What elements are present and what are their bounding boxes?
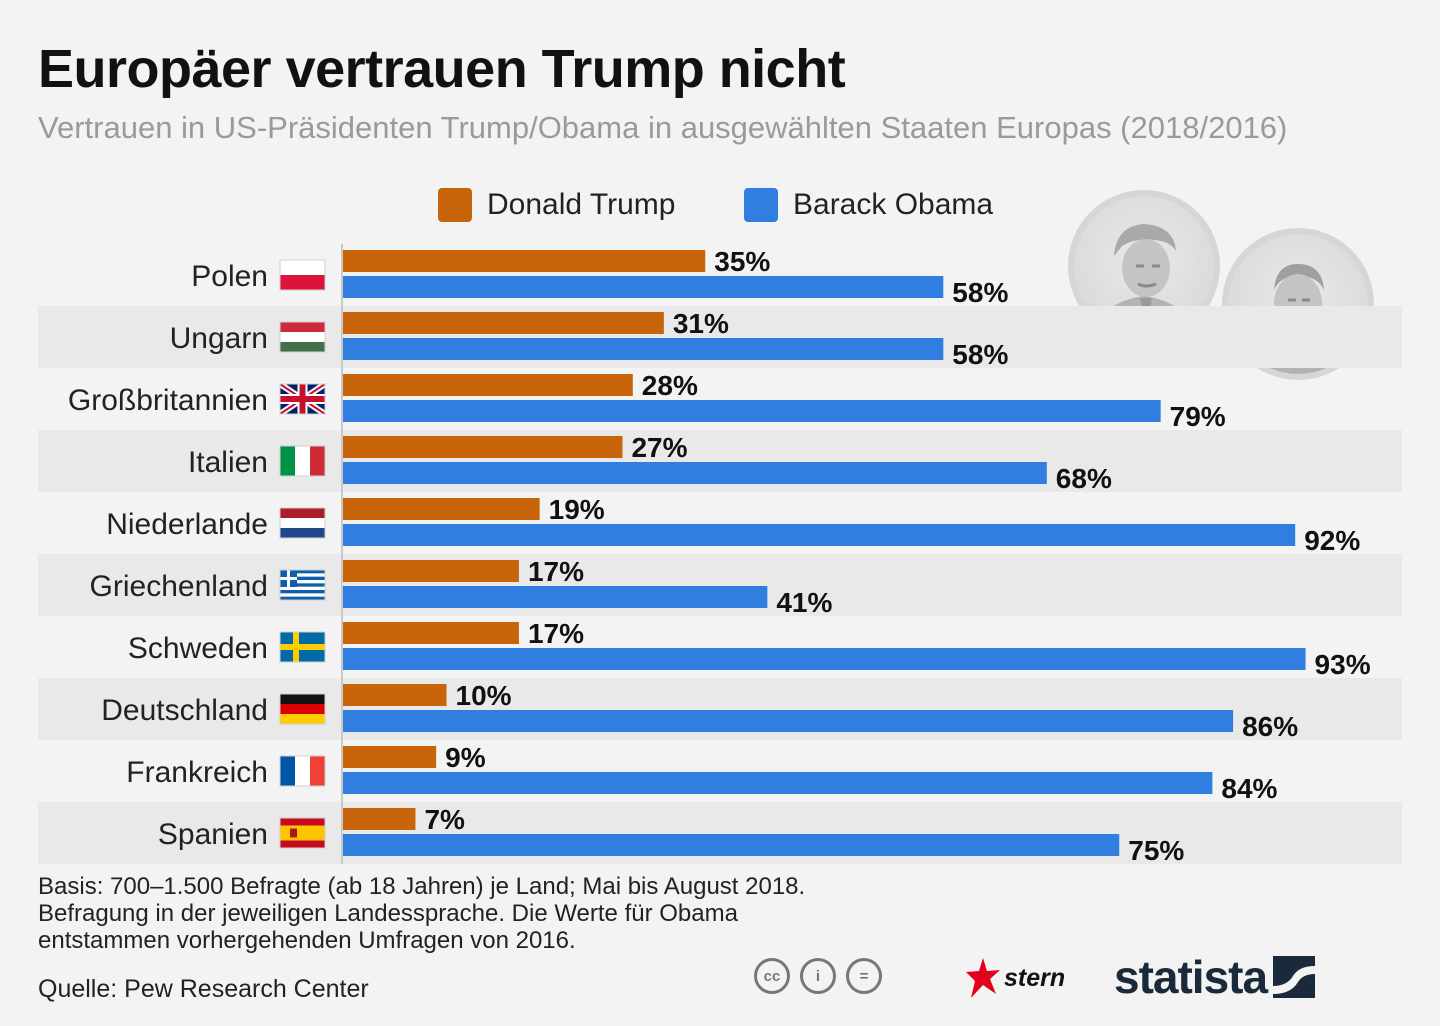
value-label-trump: 27%: [631, 432, 687, 463]
bar-obama: [343, 524, 1296, 546]
country-label: Griechenland: [90, 570, 268, 603]
value-label-trump: 17%: [528, 556, 584, 587]
value-label-trump: 9%: [445, 742, 486, 773]
bar-trump: [343, 374, 633, 396]
bar-obama: [343, 710, 1234, 732]
stern-logo-text: stern: [1004, 963, 1066, 992]
bar-obama: [343, 400, 1161, 422]
legend: Donald Trump Barack Obama: [0, 188, 1440, 232]
flag-poland-icon: [279, 259, 326, 291]
value-label-trump: 28%: [642, 370, 698, 401]
bar-obama: [343, 338, 944, 360]
country-label: Niederlande: [106, 508, 268, 541]
value-label-obama: 79%: [1170, 401, 1226, 432]
stern-star-icon: [966, 958, 1000, 998]
value-label-obama: 93%: [1315, 649, 1371, 680]
bar-obama: [343, 772, 1213, 794]
bar-trump: [343, 312, 664, 334]
chart-title: Europäer vertrauen Trump nicht: [38, 39, 846, 99]
bar-obama: [343, 586, 768, 608]
flag-greece-icon: [279, 569, 326, 601]
value-label-obama: 68%: [1056, 463, 1112, 494]
bar-trump: [343, 560, 519, 582]
country-label: Ungarn: [170, 322, 268, 355]
bar-obama: [343, 276, 944, 298]
value-label-obama: 84%: [1221, 773, 1277, 804]
bar-trump: [343, 498, 540, 520]
country-label: Italien: [188, 446, 268, 479]
value-label-obama: 75%: [1128, 835, 1184, 866]
bar-obama: [343, 648, 1306, 670]
value-label-trump: 19%: [549, 494, 605, 525]
footnote-line: entstammen vorhergehenden Umfragen von 2…: [38, 927, 576, 954]
country-label: Polen: [191, 260, 268, 293]
bar-trump: [343, 808, 416, 830]
value-label-obama: 86%: [1242, 711, 1298, 742]
bar-obama: [343, 462, 1047, 484]
value-label-obama: 92%: [1304, 525, 1360, 556]
value-label-obama: 41%: [776, 587, 832, 618]
bar-trump: [343, 746, 437, 768]
flag-germany-icon: [279, 693, 326, 725]
footnote-line: Befragung in der jeweiligen Landessprach…: [38, 900, 738, 927]
country-label: Deutschland: [101, 694, 268, 727]
flag-france-icon: [279, 755, 326, 787]
country-label: Großbritannien: [68, 384, 268, 417]
flag-sweden-icon: [279, 631, 326, 663]
chart-subtitle: Vertrauen in US-Präsidenten Trump/Obama …: [38, 110, 1288, 145]
stern-logo[interactable]: stern: [966, 958, 1065, 998]
cc-icon[interactable]: cc: [754, 958, 790, 994]
nd-icon[interactable]: =: [846, 958, 882, 994]
value-label-obama: 58%: [952, 277, 1008, 308]
value-label-obama: 58%: [952, 339, 1008, 370]
country-label: Frankreich: [126, 756, 268, 789]
value-label-trump: 35%: [714, 246, 770, 277]
legend-label-obama: Barack Obama: [793, 188, 994, 221]
statista-logo[interactable]: statista: [1114, 950, 1316, 1004]
legend-label-trump: Donald Trump: [487, 188, 676, 221]
flag-netherlands-icon: [279, 507, 326, 539]
flag-uk-icon: [278, 381, 327, 417]
statista-logo-text: statista: [1114, 951, 1268, 1003]
value-label-trump: 31%: [673, 308, 729, 339]
flag-spain-icon: [279, 817, 326, 849]
legend-item-trump: Donald Trump: [438, 188, 675, 222]
country-label: Schweden: [128, 632, 268, 665]
bar-trump: [343, 684, 447, 706]
legend-swatch-trump: [438, 188, 472, 222]
legend-item-obama: Barack Obama: [744, 188, 993, 222]
statista-mark-icon: [1273, 956, 1316, 998]
bar-obama: [343, 834, 1120, 856]
bar-trump: [343, 250, 706, 272]
value-label-trump: 10%: [456, 680, 512, 711]
footnote-line: Basis: 700–1.500 Befragte (ab 18 Jahren)…: [38, 873, 806, 900]
value-label-trump: 17%: [528, 618, 584, 649]
bar-trump: [343, 622, 519, 644]
legend-swatch-obama: [744, 188, 778, 222]
footnote: Basis: 700–1.500 Befragte (ab 18 Jahren)…: [38, 873, 805, 954]
flag-hungary-icon: [279, 321, 326, 353]
by-icon[interactable]: i: [800, 958, 836, 994]
source-link[interactable]: Quelle: Pew Research Center: [38, 975, 369, 1003]
value-label-trump: 7%: [424, 804, 465, 835]
country-label: Spanien: [158, 818, 268, 851]
license-icons: cc i =: [754, 958, 882, 994]
bar-trump: [343, 436, 623, 458]
flag-italy-icon: [279, 445, 326, 477]
